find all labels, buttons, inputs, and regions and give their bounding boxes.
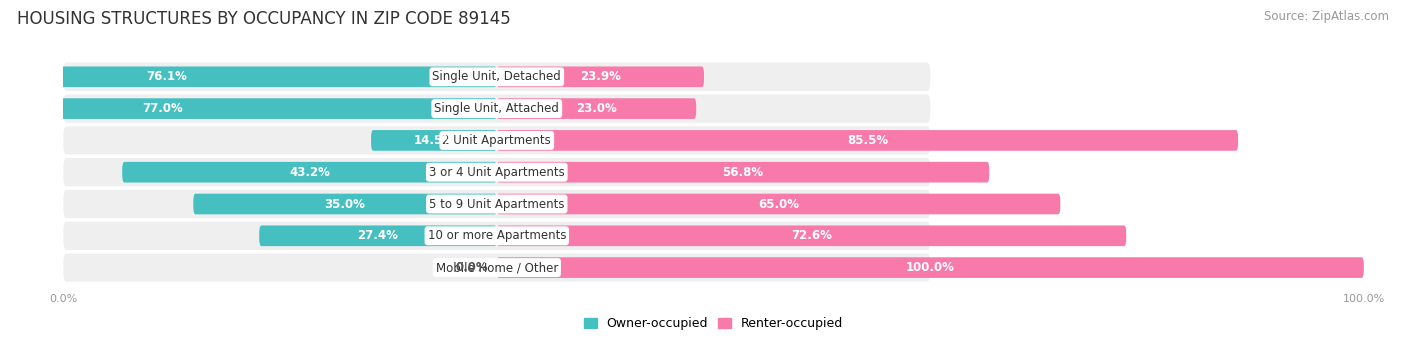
FancyBboxPatch shape bbox=[63, 222, 931, 250]
FancyBboxPatch shape bbox=[496, 66, 704, 87]
Text: 77.0%: 77.0% bbox=[142, 102, 183, 115]
Text: 5 to 9 Unit Apartments: 5 to 9 Unit Apartments bbox=[429, 197, 565, 210]
FancyBboxPatch shape bbox=[496, 98, 696, 119]
Text: 72.6%: 72.6% bbox=[792, 229, 832, 242]
Text: Source: ZipAtlas.com: Source: ZipAtlas.com bbox=[1264, 10, 1389, 23]
Text: 85.5%: 85.5% bbox=[846, 134, 889, 147]
FancyBboxPatch shape bbox=[122, 162, 496, 182]
FancyBboxPatch shape bbox=[63, 126, 931, 154]
Text: 27.4%: 27.4% bbox=[357, 229, 398, 242]
FancyBboxPatch shape bbox=[0, 66, 496, 87]
FancyBboxPatch shape bbox=[496, 162, 990, 182]
Text: 35.0%: 35.0% bbox=[325, 197, 366, 210]
FancyBboxPatch shape bbox=[496, 257, 1364, 278]
Text: 3 or 4 Unit Apartments: 3 or 4 Unit Apartments bbox=[429, 166, 565, 179]
Text: Single Unit, Detached: Single Unit, Detached bbox=[433, 70, 561, 83]
FancyBboxPatch shape bbox=[63, 158, 931, 186]
FancyBboxPatch shape bbox=[496, 130, 1239, 151]
FancyBboxPatch shape bbox=[63, 63, 931, 91]
Text: 56.8%: 56.8% bbox=[723, 166, 763, 179]
Text: 23.0%: 23.0% bbox=[576, 102, 617, 115]
Text: 14.5%: 14.5% bbox=[413, 134, 454, 147]
Text: 43.2%: 43.2% bbox=[290, 166, 330, 179]
FancyBboxPatch shape bbox=[63, 94, 931, 123]
Text: Single Unit, Attached: Single Unit, Attached bbox=[434, 102, 560, 115]
Text: 65.0%: 65.0% bbox=[758, 197, 799, 210]
Text: 23.9%: 23.9% bbox=[579, 70, 621, 83]
FancyBboxPatch shape bbox=[496, 225, 1126, 246]
Legend: Owner-occupied, Renter-occupied: Owner-occupied, Renter-occupied bbox=[579, 312, 848, 335]
Text: 0.0%: 0.0% bbox=[456, 261, 488, 274]
Text: 100.0%: 100.0% bbox=[905, 261, 955, 274]
FancyBboxPatch shape bbox=[0, 98, 496, 119]
Text: Mobile Home / Other: Mobile Home / Other bbox=[436, 261, 558, 274]
Text: 10 or more Apartments: 10 or more Apartments bbox=[427, 229, 567, 242]
FancyBboxPatch shape bbox=[63, 253, 931, 282]
Text: 76.1%: 76.1% bbox=[146, 70, 187, 83]
FancyBboxPatch shape bbox=[63, 190, 931, 218]
FancyBboxPatch shape bbox=[371, 130, 496, 151]
FancyBboxPatch shape bbox=[194, 194, 496, 214]
FancyBboxPatch shape bbox=[496, 194, 1060, 214]
Text: HOUSING STRUCTURES BY OCCUPANCY IN ZIP CODE 89145: HOUSING STRUCTURES BY OCCUPANCY IN ZIP C… bbox=[17, 10, 510, 28]
FancyBboxPatch shape bbox=[259, 225, 496, 246]
Text: 2 Unit Apartments: 2 Unit Apartments bbox=[443, 134, 551, 147]
